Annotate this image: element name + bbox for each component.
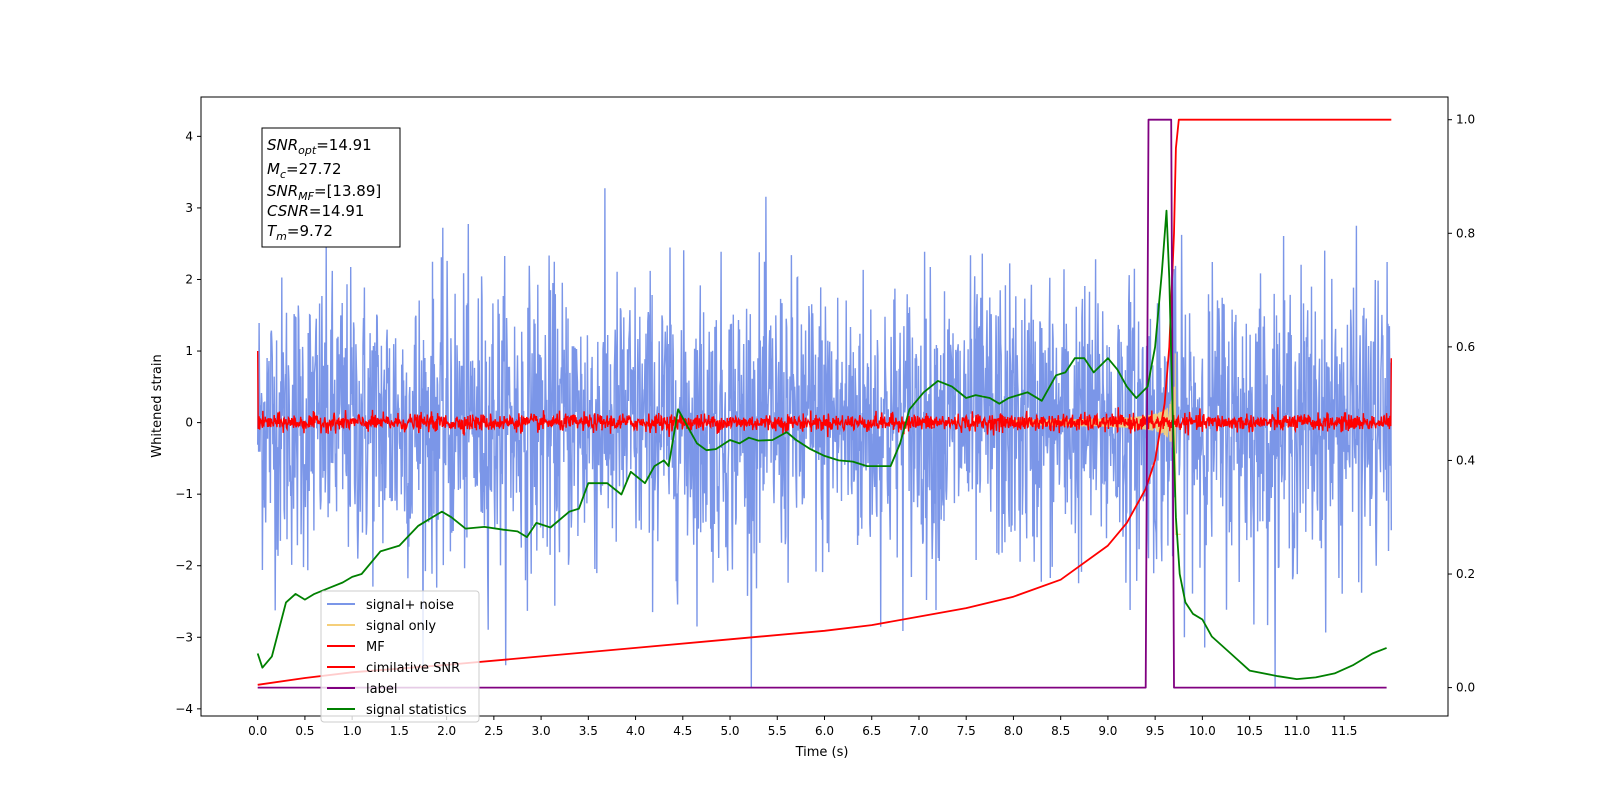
x-tick-label: 3.5 [579, 724, 598, 738]
legend-signal-statistics-label: signal statistics [366, 703, 467, 718]
x-tick-label: 10.0 [1189, 724, 1216, 738]
x-tick-label: 5.5 [768, 724, 787, 738]
y-right-tick-label: 0.6 [1456, 340, 1475, 354]
series-label [257, 118, 1387, 689]
y-right-tick-label: 0.2 [1456, 567, 1475, 581]
series-signal-noise [257, 188, 1392, 688]
y-tick-label: 0 [185, 416, 193, 430]
legend-frame [320, 590, 480, 723]
annotation-csnr: CSNR=14.91 [267, 202, 364, 220]
y-tick-label: −1 [175, 487, 193, 501]
x-tick-label: 6.0 [815, 724, 834, 738]
y-axis-label: Whitened strain [150, 354, 165, 457]
annotation-tm: Tm=9.72 [267, 222, 333, 243]
x-tick-label: 2.5 [484, 724, 503, 738]
y-right-tick-label: 0.0 [1456, 681, 1475, 695]
x-tick-label: 2.0 [437, 724, 456, 738]
series-signal-statistics [256, 209, 1387, 680]
x-tick-label: 9.5 [1146, 724, 1165, 738]
y-right-tick-label: 0.8 [1456, 226, 1475, 240]
x-tick-label: 11.0 [1283, 724, 1310, 738]
x-tick-label: 3.0 [532, 724, 551, 738]
x-tick-label: 10.5 [1236, 724, 1263, 738]
y-tick-label: 3 [185, 201, 193, 215]
y-axis-left: 4 3 2 1 0 −1 −2 −3 −4 [175, 129, 201, 716]
legend-signal-only-label: signal only [366, 619, 436, 634]
x-tick-label: 7.5 [957, 724, 976, 738]
y-tick-label: −4 [175, 702, 193, 716]
x-tick-label: 4.5 [673, 724, 692, 738]
legend-cumulative-snr-label: cimilative SNR [366, 661, 460, 676]
annotation-mc: Mc=27.72 [267, 160, 342, 181]
x-tick-label: 6.5 [862, 724, 881, 738]
x-axis: 0.0 0.5 1.0 1.5 2.0 2.5 3.0 3.5 4.0 4.5 5.0 5.5 6.0 6… [248, 716, 1357, 738]
x-tick-label: 9.0 [1098, 724, 1117, 738]
x-tick-label: 1.0 [343, 724, 362, 738]
legend-label-label: label [366, 682, 397, 697]
y-axis-right: 1.0 0.8 0.6 0.4 0.2 0.0 [1448, 113, 1475, 695]
series-mf [257, 350, 1392, 438]
annotation-box: SNRopt=14.91 Mc=27.72 SNRMF=[13.89] CSNR… [261, 127, 401, 248]
y-right-tick-label: 0.4 [1456, 453, 1475, 467]
x-tick-label: 0.5 [295, 724, 314, 738]
legend-mf-label: MF [366, 640, 385, 655]
y-right-tick-label: 1.0 [1456, 113, 1475, 127]
x-tick-label: 8.0 [1004, 724, 1023, 738]
x-tick-label: 0.0 [248, 724, 267, 738]
y-tick-label: −2 [175, 559, 193, 573]
x-axis-label: Time (s) [795, 745, 849, 760]
y-tick-label: 2 [185, 272, 193, 286]
y-tick-label: −3 [175, 630, 193, 644]
legend-signal-noise-label: signal+ noise [366, 598, 454, 613]
annotation-snr-mf: SNRMF=[13.89] [267, 182, 381, 203]
y-tick-label: 1 [185, 344, 193, 358]
legend: signal+ noise signal only MF cimilative SNR… [320, 590, 480, 723]
x-tick-label: 11.5 [1331, 724, 1358, 738]
annotation-snr-opt: SNRopt=14.91 [267, 136, 372, 157]
y-tick-label: 4 [185, 129, 193, 143]
x-tick-label: 5.0 [720, 724, 739, 738]
plot-area [256, 118, 1392, 689]
x-tick-label: 8.5 [1051, 724, 1070, 738]
x-tick-label: 4.0 [626, 724, 645, 738]
x-tick-label: 7.0 [909, 724, 928, 738]
x-tick-label: 1.5 [390, 724, 409, 738]
